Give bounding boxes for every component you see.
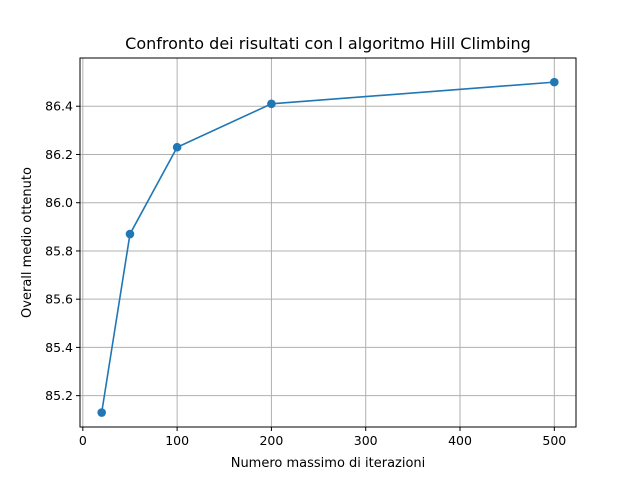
data-point — [125, 229, 135, 239]
data-point — [550, 77, 559, 87]
y-axis-label: Overall medio ottenuto — [20, 167, 35, 318]
x-tick-label: 100 — [165, 433, 189, 448]
series-layer — [97, 77, 559, 417]
y-tick-label: 86.0 — [45, 195, 73, 210]
ticks-layer: 0 100 200 300 400 500 85.2 85.4 85.6 85.8 86.0 86.2… — [45, 99, 566, 448]
y-tick-label: 86.4 — [45, 99, 73, 114]
grid-layer — [80, 58, 576, 427]
x-tick-label: 0 — [79, 433, 87, 448]
y-tick-label: 85.4 — [45, 340, 73, 355]
data-point — [172, 142, 182, 152]
data-point — [267, 99, 276, 109]
y-tick-label: 85.8 — [45, 243, 73, 258]
plot-frame — [79, 57, 577, 428]
x-tick-label: 200 — [259, 433, 283, 448]
y-tick-label: 85.2 — [45, 388, 73, 403]
x-axis-label: Numero massimo di iterazioni — [231, 456, 426, 471]
x-tick-label: 500 — [542, 433, 566, 448]
chart-title: Confronto dei risultati con l algoritmo … — [125, 34, 531, 53]
x-tick-label: 300 — [354, 433, 378, 448]
data-point — [97, 408, 106, 417]
y-tick-label: 85.6 — [45, 292, 73, 307]
x-tick-label: 400 — [448, 433, 472, 448]
y-tick-label: 86.2 — [45, 147, 73, 162]
